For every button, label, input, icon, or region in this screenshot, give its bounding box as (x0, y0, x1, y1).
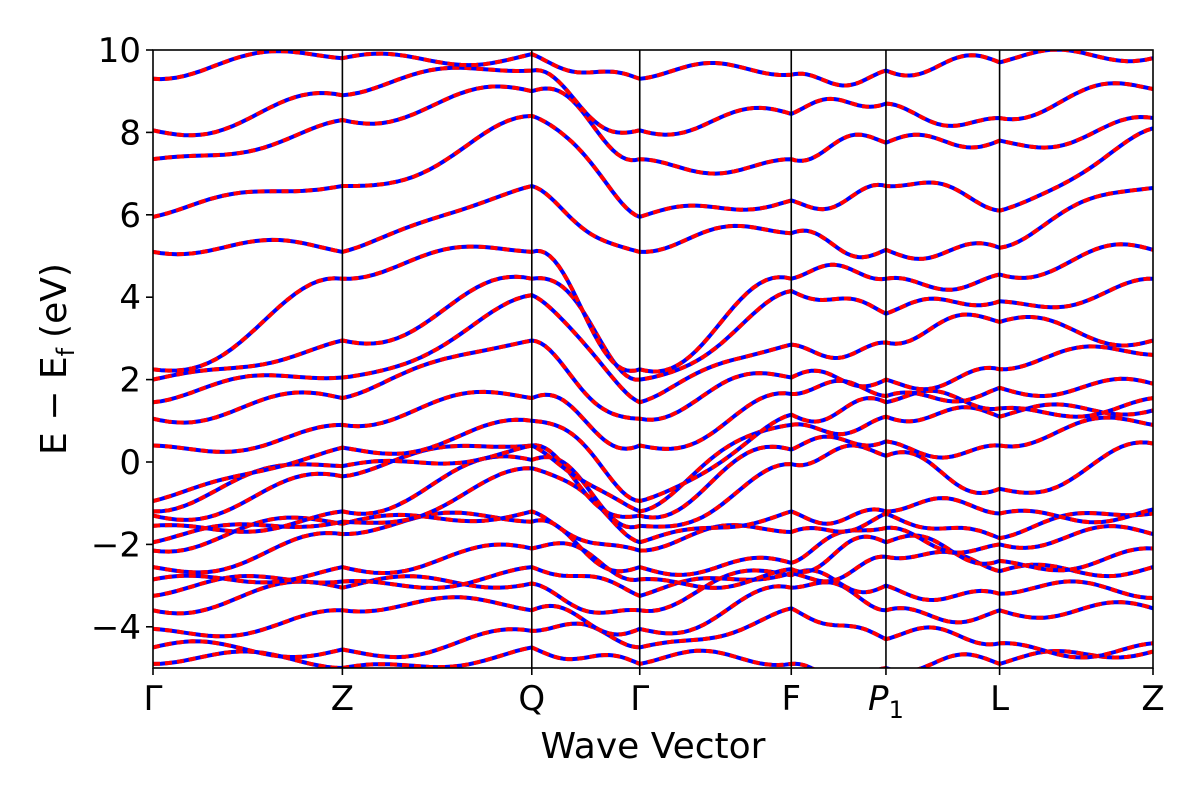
band-line (153, 50, 1153, 88)
band-line (153, 533, 1153, 590)
band-overlay-path (153, 509, 1153, 554)
band-overlay-path (153, 402, 1153, 514)
y-axis: 10 8 6 4 2 0 −2 −4 (91, 31, 153, 648)
x-tick-label: F (781, 679, 801, 719)
y-axis-label: E − Ef (eV) (34, 263, 80, 455)
band-overlay-path (153, 388, 1153, 504)
band-overlay-path (153, 533, 1153, 590)
y-tick-label: 6 (119, 196, 141, 236)
band-overlay-path (153, 510, 1153, 577)
band-line (153, 388, 1153, 504)
y-axis-label-sub: f (52, 347, 80, 356)
y-axis-label-main: E − E (34, 356, 75, 455)
x-axis-label: Wave Vector (541, 726, 766, 767)
band-line (153, 338, 1153, 425)
y-axis-label-unit: (eV) (34, 263, 75, 338)
band-line (153, 580, 1153, 639)
y-tick-label: 10 (98, 31, 141, 71)
band-line (153, 510, 1153, 577)
x-tick-label-sub: 1 (889, 696, 904, 724)
band-line (153, 184, 1153, 261)
x-tick-label: P1 (868, 679, 904, 724)
band-overlay-path (153, 50, 1153, 88)
band-line (153, 466, 1153, 545)
y-tick-label: −4 (91, 608, 141, 648)
y-tick-label: 0 (119, 443, 141, 483)
x-tick-label: Z (1141, 679, 1164, 719)
band-line (153, 415, 1153, 522)
band-line (153, 65, 1153, 138)
x-tick-label: L (990, 679, 1009, 719)
bands-layer (153, 50, 1153, 668)
band-line (153, 293, 1153, 405)
band-line (153, 645, 1153, 668)
x-axis: Γ Z Q Γ F P1 L Z (144, 668, 1165, 724)
y-tick-label: 4 (119, 278, 141, 318)
band-overlay-path (153, 113, 1153, 219)
band-overlay-path (153, 65, 1153, 138)
band-overlay-path (153, 580, 1153, 639)
x-tick-label: Q (518, 679, 545, 719)
band-line (153, 274, 1153, 382)
band-line (153, 113, 1153, 219)
band-overlay-path (153, 415, 1153, 522)
band-reference-path (153, 84, 1153, 176)
band-overlay-path (153, 440, 1153, 534)
band-overlay-path (153, 293, 1153, 405)
band-reference-path (153, 645, 1153, 668)
band-overlay-path (153, 606, 1153, 660)
band-overlay-path (153, 338, 1153, 425)
band-line (153, 242, 1153, 374)
band-line (153, 440, 1153, 534)
band-overlay-path (153, 376, 1153, 454)
y-tick-label: 2 (119, 361, 141, 401)
y-tick-label: 8 (119, 113, 141, 153)
band-line (153, 606, 1153, 660)
band-overlay-path (153, 184, 1153, 261)
band-line (153, 376, 1153, 454)
x-tick-label: Γ (144, 679, 163, 719)
band-line (153, 84, 1153, 176)
y-tick-label: −2 (91, 525, 141, 565)
plot-frame (152, 49, 1154, 669)
x-tick-label: Z (331, 679, 354, 719)
band-overlay-path (153, 242, 1153, 374)
band-overlay-path (153, 466, 1153, 545)
band-line (153, 402, 1153, 514)
x-tick-label-main: P (868, 679, 889, 719)
high-symmetry-lines (341, 50, 1001, 668)
band-overlay-path (153, 274, 1153, 382)
x-tick-label: Γ (630, 679, 649, 719)
